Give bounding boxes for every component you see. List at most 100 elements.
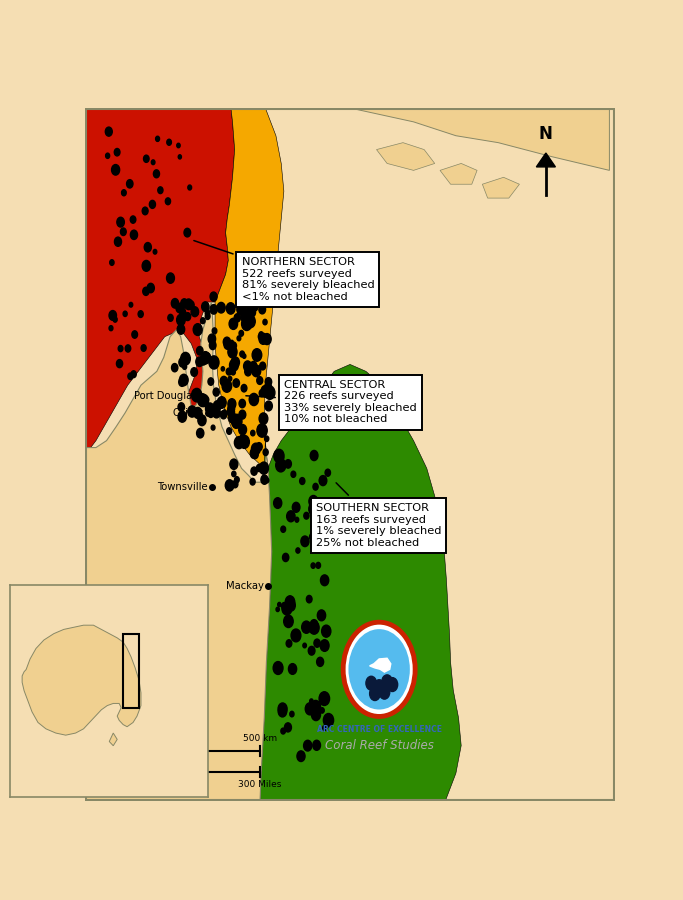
Circle shape [158,187,163,194]
Circle shape [204,353,210,361]
Circle shape [281,709,284,714]
Circle shape [242,317,252,330]
Polygon shape [376,142,435,170]
Circle shape [274,498,282,508]
Circle shape [184,312,191,320]
Circle shape [263,449,268,455]
Circle shape [232,357,240,368]
Circle shape [120,228,126,236]
Circle shape [208,410,214,418]
Circle shape [228,342,235,351]
Circle shape [115,237,122,247]
Text: CENTRAL SECTOR
226 reefs surveyed
33% severely bleached
10% not bleached: CENTRAL SECTOR 226 reefs surveyed 33% se… [246,380,417,425]
Circle shape [311,700,320,714]
Circle shape [265,386,275,400]
Circle shape [197,346,203,356]
Circle shape [304,512,309,519]
Circle shape [131,371,137,378]
Circle shape [240,351,245,357]
Circle shape [220,376,227,386]
Circle shape [260,462,268,474]
Circle shape [117,217,124,227]
Circle shape [138,310,143,318]
Circle shape [143,287,149,295]
Polygon shape [85,108,272,801]
Circle shape [171,299,179,308]
Circle shape [184,229,191,237]
Circle shape [252,451,257,457]
Circle shape [152,160,155,165]
Circle shape [292,502,300,512]
Circle shape [313,703,320,711]
Circle shape [198,415,206,426]
Circle shape [116,360,123,368]
Circle shape [244,321,249,328]
Circle shape [147,284,154,292]
Circle shape [217,397,226,409]
Circle shape [287,599,295,611]
Circle shape [316,562,320,568]
Circle shape [311,562,315,568]
Circle shape [302,621,311,634]
Circle shape [241,384,247,392]
Text: NORTHERN SECTOR
522 reefs surveyed
81% severely bleached
<1% not bleached: NORTHERN SECTOR 522 reefs surveyed 81% s… [194,240,374,302]
Circle shape [109,326,113,330]
Circle shape [210,292,217,302]
Circle shape [205,310,210,316]
Circle shape [281,526,285,532]
Circle shape [387,678,398,691]
Circle shape [282,602,292,615]
Circle shape [307,596,312,603]
Circle shape [310,450,318,461]
Circle shape [251,443,260,454]
Circle shape [188,406,196,417]
Circle shape [123,311,127,317]
Circle shape [308,646,315,655]
Circle shape [303,644,307,648]
Circle shape [320,575,329,586]
Circle shape [232,481,238,488]
Circle shape [318,526,322,531]
Circle shape [260,390,264,397]
Circle shape [184,299,193,310]
Polygon shape [370,658,391,672]
Circle shape [171,364,178,372]
Circle shape [296,548,300,554]
Circle shape [141,345,146,351]
Circle shape [303,741,312,751]
Circle shape [229,413,236,423]
Circle shape [212,408,221,418]
Circle shape [286,640,292,647]
Text: 125: 125 [138,734,155,742]
Circle shape [265,478,269,482]
Circle shape [281,728,285,734]
Text: 300 Miles: 300 Miles [238,780,282,789]
Circle shape [221,410,227,419]
Circle shape [197,428,204,438]
Circle shape [284,723,292,732]
Circle shape [274,449,284,463]
Circle shape [233,379,240,387]
Circle shape [228,346,237,358]
Circle shape [193,324,202,336]
Circle shape [382,675,393,688]
Circle shape [320,525,326,533]
Circle shape [309,699,313,704]
Circle shape [129,302,133,307]
Circle shape [239,400,245,408]
Circle shape [244,361,251,372]
Circle shape [290,711,294,716]
Text: ARC CENTRE OF EXCELLENCE: ARC CENTRE OF EXCELLENCE [317,724,442,733]
Circle shape [322,500,329,508]
Circle shape [179,378,185,386]
Circle shape [301,536,309,546]
Polygon shape [260,364,461,801]
Text: N: N [539,125,553,143]
Circle shape [130,216,136,223]
Circle shape [177,143,180,148]
Polygon shape [536,153,555,166]
Circle shape [257,424,267,437]
Circle shape [379,685,390,699]
Circle shape [188,301,194,310]
Circle shape [259,333,268,345]
